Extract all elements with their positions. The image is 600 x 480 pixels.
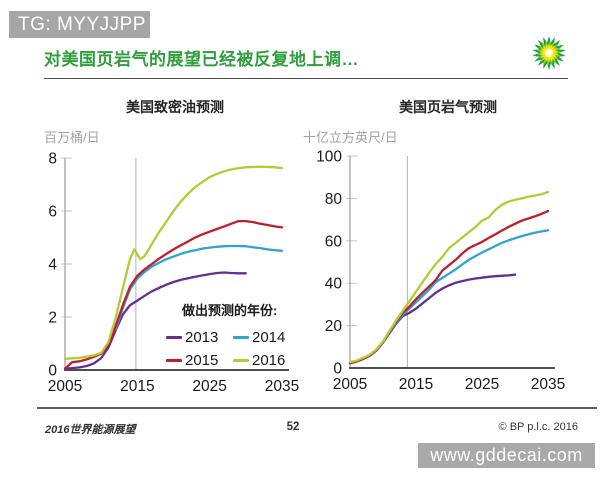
right-chart-unit-label: 十亿立方英尺/日 [303,130,398,145]
y-tick-label: 60 [325,233,343,250]
series-line-2016 [348,190,550,364]
y-tick-label: 0 [333,361,342,378]
page-number: 52 [286,421,300,433]
series-line-2013 [63,271,247,370]
legend-item-label: 2013 [185,329,219,346]
legend-color-swatch [233,359,249,362]
chart-us-tight-oil-forecast: 0 2 4 6 8 2005 2015 2025 2035 [48,151,299,396]
footer-divider [37,407,597,409]
y-tick-label: 4 [48,257,57,274]
legend-item-2015: 2015 [166,352,233,369]
x-tick-label: 2025 [192,378,226,395]
legend-title: 做出预测的年份: [182,303,278,318]
legend-row: 2015 2016 [166,349,318,372]
y-tick-label: 40 [325,276,343,293]
y-tick-label: 20 [325,318,343,335]
y-tick-label: 6 [48,204,57,221]
left-chart-title: 美国致密油预测 [126,99,224,115]
y-tick-label: 0 [48,363,57,380]
bottom-watermark-badge: www.gddecai.com [418,443,595,468]
legend-color-swatch [166,336,182,339]
left-chart-unit-label: 百万桶/日 [44,130,100,145]
legend-item-2016: 2016 [233,352,300,369]
right-chart-title: 美国页岩气预测 [399,99,497,115]
y-tick-label: 8 [48,151,57,168]
legend-color-swatch [233,336,249,339]
legend-item-label: 2016 [252,352,286,369]
x-tick-label: 2025 [465,376,499,393]
forecast-year-legend: 做出预测的年份: 2013 2014 2015 2016 [166,300,318,372]
series-line-2015 [348,209,550,365]
chart-us-shale-gas-forecast: 0 20 40 60 80 100 2005 2015 2025 2035 [316,149,565,394]
top-watermark-badge: TG: MYYJJPP [9,11,150,38]
y-tick-label: 80 [325,191,343,208]
legend-item-label: 2015 [185,352,219,369]
x-tick-label: 2015 [120,378,154,395]
x-tick-label: 2005 [333,376,367,393]
slide-title: 对美国页岩气的展望已经被反复地上调… [44,50,359,69]
title-divider [44,78,568,79]
logo-core [546,50,552,56]
legend-row: 2013 2014 [166,326,318,349]
legend-rows: 2013 2014 2015 2016 [166,326,318,372]
legend-color-swatch [166,359,182,362]
x-tick-label: 2015 [399,376,433,393]
legend-item-2014: 2014 [233,329,300,346]
x-tick-label: 2035 [265,378,299,395]
legend-item-label: 2014 [252,329,286,346]
footer-outlook-label: 2016世界能源展望 [45,424,136,436]
y-tick-label: 100 [316,149,342,166]
x-tick-label: 2035 [531,376,565,393]
legend-item-2013: 2013 [166,329,233,346]
series-line-2014 [114,244,284,331]
y-tick-label: 2 [48,310,57,327]
series-line-2016 [63,165,284,361]
x-tick-label: 2005 [48,378,82,395]
footer-copyright: © BP p.l.c. 2016 [498,421,578,433]
bp-helios-logo [532,36,566,70]
